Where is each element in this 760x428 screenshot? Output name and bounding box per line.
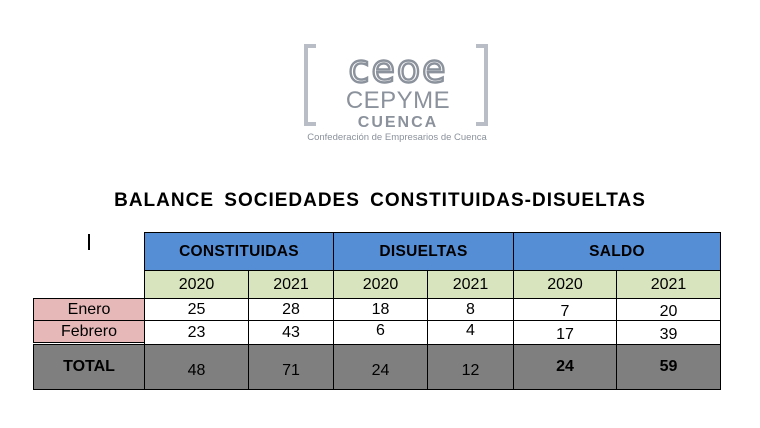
logo-ceoe-text: ceoe (347, 47, 448, 91)
total-cell: 12 (427, 344, 514, 390)
total-label: TOTAL (63, 358, 115, 375)
table-cell: 17 (513, 320, 617, 345)
logo-left-bracket (304, 44, 316, 126)
year-header: 2021 (248, 270, 334, 299)
table-cell: 43 (248, 320, 334, 345)
table-cell: 25 (144, 298, 249, 321)
table-cell: 18 (333, 298, 428, 321)
table-cell: 28 (248, 298, 334, 321)
header-saldo: SALDO (513, 232, 721, 271)
table-cell: 20 (616, 298, 721, 321)
year-header: 2020 (144, 270, 249, 299)
table-cell: 39 (616, 320, 721, 345)
total-cell: 59 (616, 344, 721, 390)
logo-cuenca-text: CUENCA (357, 114, 439, 131)
total-value: 24 (371, 362, 390, 379)
total-cell: 48 (144, 344, 249, 390)
year-header: 2021 (616, 270, 721, 299)
logo-cepyme-text: CEPYME (345, 87, 451, 114)
year-header: 2020 (333, 270, 428, 299)
table-cell: 4 (427, 320, 514, 345)
ceoe-cepyme-logo: ceoe CEPYME CUENCA Confederación de Empr… (304, 44, 490, 144)
document-title: BALANCE SOCIEDADES CONSTITUIDAS-DISUELTA… (114, 190, 646, 211)
year-header: 2021 (427, 270, 514, 299)
table-cell: 23 (144, 320, 249, 345)
total-cell: 24 (333, 344, 428, 390)
row-label-total: TOTAL (33, 344, 145, 390)
table-cell: 8 (427, 298, 514, 321)
total-cell: 24 (513, 344, 617, 390)
total-value: 59 (659, 358, 678, 375)
total-cell: 71 (248, 344, 334, 390)
total-value: 48 (187, 362, 206, 379)
total-value: 71 (282, 362, 300, 379)
logo-right-bracket (476, 44, 488, 126)
logo-tagline: Confederación de Empresarios de Cuenca (307, 132, 487, 143)
row-label-enero: Enero (33, 298, 145, 321)
table-cell: 6 (333, 320, 428, 345)
header-constituidas: CONSTITUIDAS (144, 232, 334, 271)
header-disueltas: DISUELTAS (333, 232, 514, 271)
row-label-febrero: Febrero (33, 320, 145, 343)
text-cursor (88, 234, 90, 250)
total-value: 24 (556, 358, 574, 375)
total-value: 12 (461, 362, 480, 379)
year-header: 2020 (513, 270, 617, 299)
table-cell: 7 (513, 298, 617, 321)
